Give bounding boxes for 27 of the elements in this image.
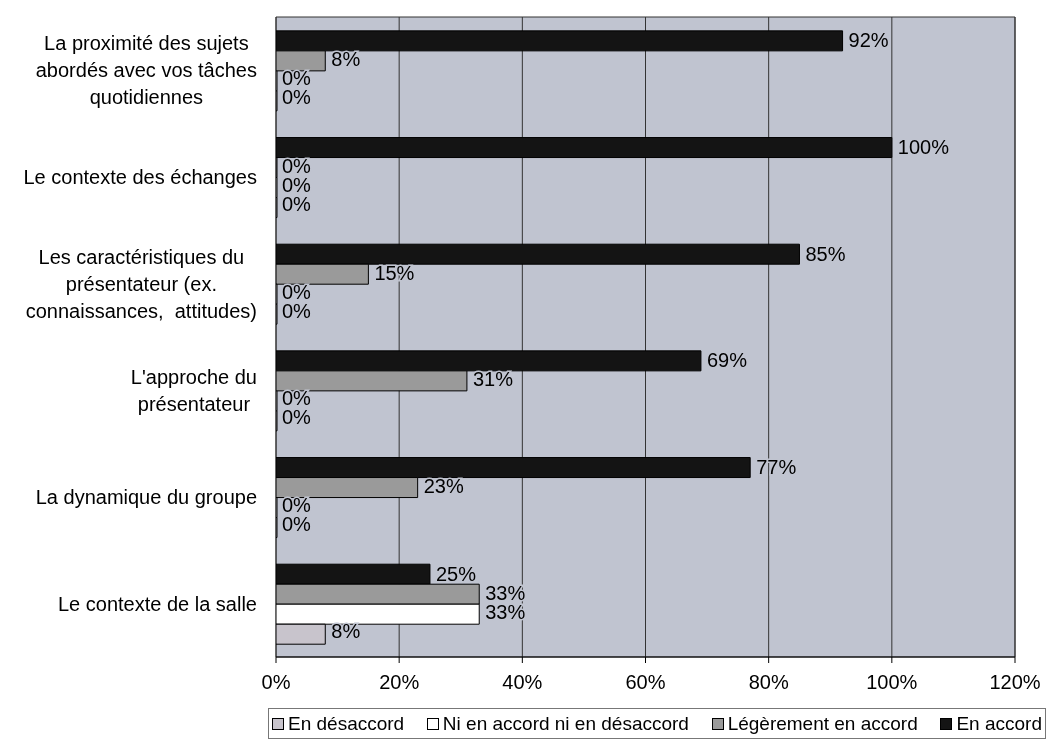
y-tick-label: L'approche du présentateur <box>130 365 258 415</box>
data-label: 85% <box>805 242 846 265</box>
data-label: 31% <box>472 368 514 391</box>
x-tick-label: 0% <box>261 671 291 694</box>
x-tick-label: 120% <box>989 671 1041 694</box>
x-tick-label: 80% <box>748 671 789 694</box>
y-tick-label: La dynamique du groupe <box>35 486 257 508</box>
data-label: 8% <box>331 48 361 71</box>
data-label: 92% <box>848 29 889 52</box>
data-label: 25% <box>435 562 477 585</box>
data-label: 100% <box>897 136 950 159</box>
data-label: 23% <box>423 475 464 498</box>
x-tick-label: 20% <box>379 671 420 694</box>
y-tick-label: Les caractéristiques du présentateur (ex. connaissances, attitudes) <box>25 245 257 322</box>
y-tick-label: Le contexte des échanges <box>23 166 257 188</box>
legend-label: En désaccord <box>288 712 405 735</box>
legend-label: En accord <box>956 712 1042 735</box>
data-label: 69% <box>706 349 748 372</box>
legend-label: Légèrement en accord <box>727 712 918 735</box>
x-tick-label: 100% <box>866 671 918 694</box>
x-tick-label: 40% <box>502 671 543 694</box>
y-tick-label: Le contexte de la salle <box>57 592 257 615</box>
data-label: 8% <box>331 619 361 642</box>
y-tick-label: La proximité des sujets abordés avec vos tâches quotidiennes <box>35 32 257 109</box>
legend-label: Ni en accord ni en désaccord <box>442 712 689 735</box>
x-tick-label: 60% <box>625 671 666 694</box>
data-label: 15% <box>374 261 415 284</box>
